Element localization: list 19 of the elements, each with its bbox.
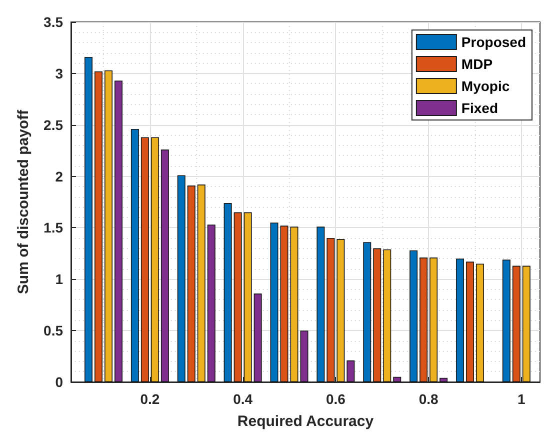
x-tick-label: 0.8 — [418, 391, 438, 407]
y-tick-label: 3 — [55, 65, 64, 82]
y-axis-title: Sum of discounted payoff — [15, 108, 32, 294]
legend-label: Fixed — [461, 100, 498, 116]
x-tick-label: 0.4 — [233, 391, 253, 407]
legend-label: MDP — [461, 56, 493, 72]
y-tick-label: 3.5 — [44, 14, 64, 30]
x-tick-label: 0.2 — [140, 391, 160, 407]
y-tick-label: 0.5 — [44, 322, 64, 339]
y-tick-label: 2.5 — [44, 116, 64, 133]
x-axis-title: Required Accuracy — [237, 413, 374, 430]
y-tick-label: 2 — [55, 168, 64, 184]
y-tick-label: 1.5 — [44, 220, 64, 236]
x-tick-label: 1 — [518, 391, 526, 407]
y-tick-label: 1 — [55, 271, 64, 288]
legend-label: Myopic — [461, 78, 510, 94]
x-tick-label: 0.6 — [326, 391, 346, 407]
y-tick-label: 0 — [55, 374, 64, 390]
legend-label: Proposed — [461, 34, 526, 50]
